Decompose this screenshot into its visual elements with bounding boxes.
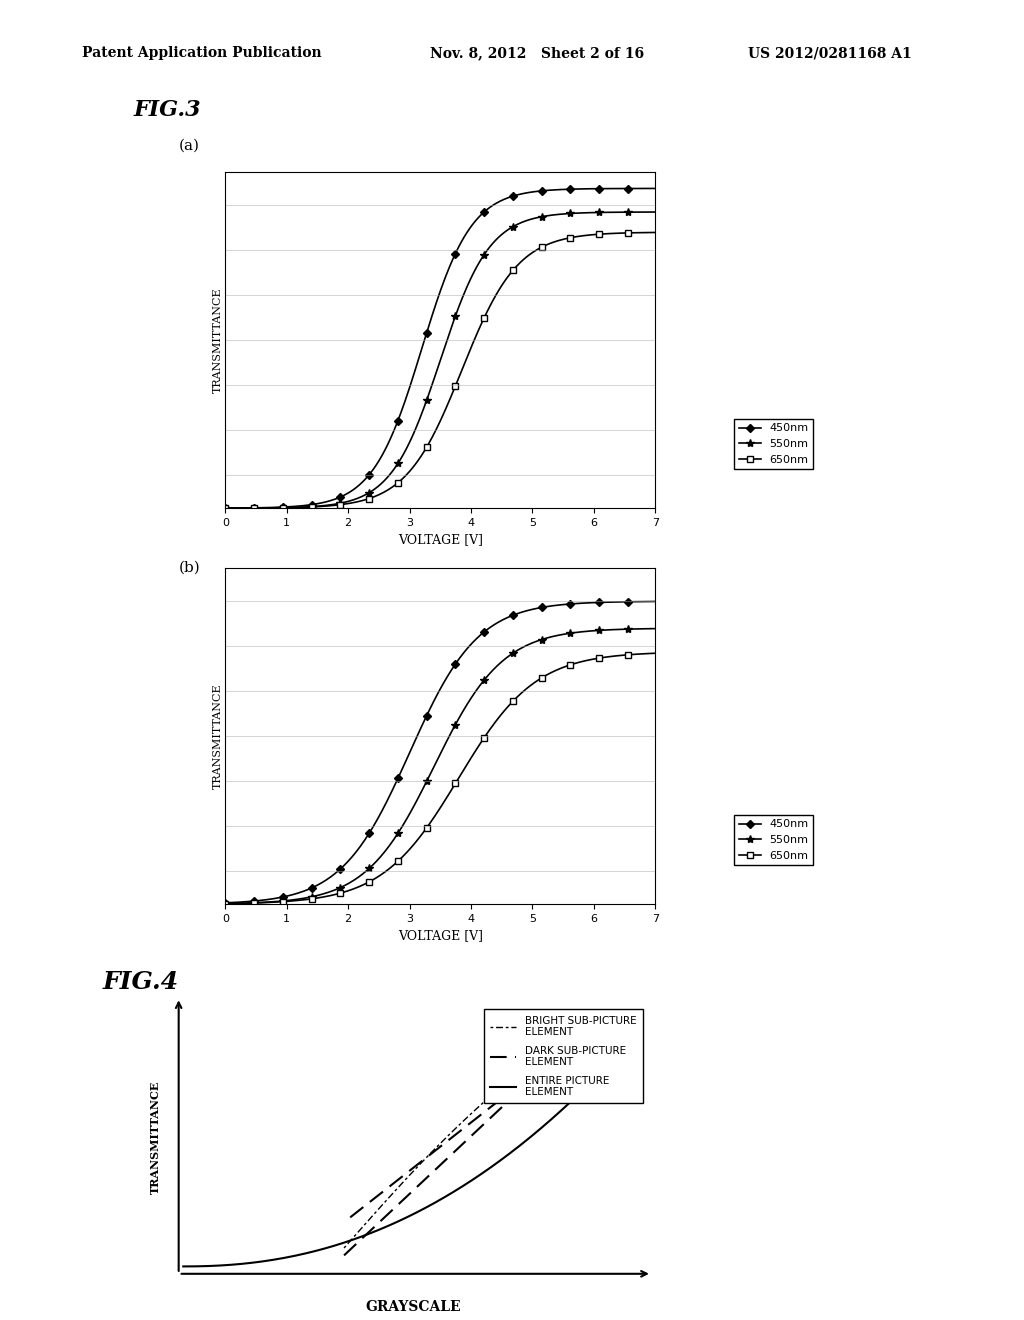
Text: (b): (b): [179, 561, 201, 576]
450nm: [220, 500, 232, 516]
650nm: [220, 896, 232, 912]
550nm: [582, 623, 594, 639]
Y-axis label: TRANSMITTANCE: TRANSMITTANCE: [213, 682, 222, 789]
450nm: [609, 594, 622, 610]
Line: 550nm: 550nm: [221, 207, 659, 512]
550nm: [220, 896, 232, 912]
550nm: [220, 500, 232, 516]
650nm: [609, 226, 622, 242]
650nm: [649, 645, 662, 661]
450nm: [482, 201, 495, 216]
550nm: [474, 253, 486, 269]
650nm: [474, 319, 486, 335]
550nm: [475, 251, 487, 267]
450nm: [482, 620, 495, 636]
450nm: [649, 181, 662, 197]
550nm: [474, 677, 486, 693]
450nm: [649, 594, 662, 610]
Text: FIG.4: FIG.4: [102, 970, 178, 994]
650nm: [649, 224, 662, 240]
Line: 450nm: 450nm: [222, 186, 658, 511]
450nm: [475, 207, 487, 223]
450nm: [220, 895, 232, 911]
Legend: 450nm, 550nm, 650nm: 450nm, 550nm, 650nm: [734, 418, 813, 469]
450nm: [475, 627, 487, 643]
550nm: [582, 205, 594, 220]
550nm: [482, 667, 495, 682]
X-axis label: VOLTAGE [V]: VOLTAGE [V]: [397, 533, 483, 546]
Text: TRANSMITTANCE: TRANSMITTANCE: [151, 1081, 161, 1195]
X-axis label: VOLTAGE [V]: VOLTAGE [V]: [397, 929, 483, 942]
650nm: [582, 652, 594, 668]
650nm: [474, 737, 486, 752]
Line: 650nm: 650nm: [222, 230, 658, 511]
450nm: [474, 627, 486, 643]
Text: Patent Application Publication: Patent Application Publication: [82, 46, 322, 61]
550nm: [219, 500, 231, 516]
Text: FIG.3: FIG.3: [133, 99, 201, 121]
Text: GRAYSCALE: GRAYSCALE: [366, 1300, 461, 1313]
Text: (a): (a): [179, 139, 201, 153]
Legend: BRIGHT SUB-PICTURE
ELEMENT, DARK SUB-PICTURE
ELEMENT, ENTIRE PICTURE
ELEMENT: BRIGHT SUB-PICTURE ELEMENT, DARK SUB-PIC…: [484, 1010, 642, 1104]
650nm: [219, 500, 231, 516]
650nm: [219, 896, 231, 912]
Text: US 2012/0281168 A1: US 2012/0281168 A1: [748, 46, 911, 61]
650nm: [582, 227, 594, 243]
Line: 450nm: 450nm: [222, 599, 658, 906]
650nm: [482, 723, 495, 739]
Line: 650nm: 650nm: [222, 651, 658, 907]
550nm: [475, 676, 487, 692]
650nm: [609, 648, 622, 664]
Text: Nov. 8, 2012   Sheet 2 of 16: Nov. 8, 2012 Sheet 2 of 16: [430, 46, 644, 61]
550nm: [219, 896, 231, 912]
450nm: [609, 181, 622, 197]
550nm: [482, 240, 495, 256]
550nm: [649, 205, 662, 220]
Y-axis label: TRANSMITTANCE: TRANSMITTANCE: [213, 286, 222, 393]
450nm: [219, 500, 231, 516]
Line: 550nm: 550nm: [221, 624, 659, 908]
450nm: [582, 595, 594, 611]
550nm: [609, 622, 622, 638]
650nm: [475, 734, 487, 750]
650nm: [482, 301, 495, 317]
550nm: [649, 620, 662, 636]
Legend: 450nm, 550nm, 650nm: 450nm, 550nm, 650nm: [734, 814, 813, 865]
650nm: [220, 500, 232, 516]
550nm: [609, 205, 622, 220]
450nm: [582, 181, 594, 197]
450nm: [219, 895, 231, 911]
650nm: [475, 315, 487, 331]
450nm: [474, 209, 486, 224]
